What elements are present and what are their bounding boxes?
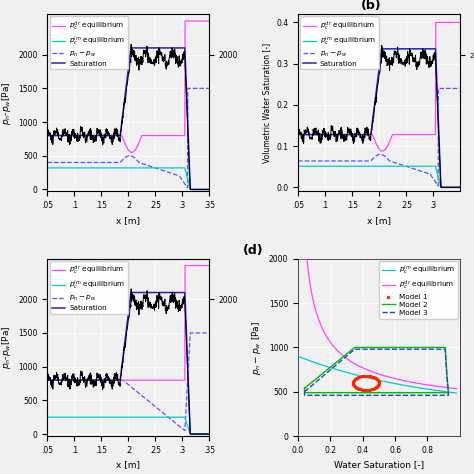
Y-axis label: $p_n$-$p_w$[Pa]: $p_n$-$p_w$[Pa] (0, 326, 13, 369)
X-axis label: x [m]: x [m] (116, 460, 140, 469)
Y-axis label: Volumetric Water Saturation [-]: Volumetric Water Saturation [-] (262, 43, 271, 163)
Y-axis label: $p_n$-$p_w$[Pa]: $p_n$-$p_w$[Pa] (0, 81, 13, 125)
Text: (b): (b) (361, 0, 381, 12)
X-axis label: x [m]: x [m] (116, 216, 140, 225)
Legend: $p_c^{dr}$ equilibrium, $p_c^{im}$ equilibrium, $p_n - p_w$, Saturation: $p_c^{dr}$ equilibrium, $p_c^{im}$ equil… (50, 261, 128, 314)
Y-axis label: $p_n - p_w$ [Pa]: $p_n - p_w$ [Pa] (250, 320, 264, 374)
Legend: $p_c^{dr}$ equilibrium, $p_c^{im}$ equilibrium, $p_n - p_w$, Saturation: $p_c^{dr}$ equilibrium, $p_c^{im}$ equil… (300, 17, 379, 69)
X-axis label: Water Saturation [-]: Water Saturation [-] (334, 460, 424, 469)
Text: (d): (d) (243, 244, 263, 256)
X-axis label: x [m]: x [m] (367, 216, 391, 225)
Legend: $p_c^{dr}$ equilibrium, $p_c^{im}$ equilibrium, $p_n - p_w$, Saturation: $p_c^{dr}$ equilibrium, $p_c^{im}$ equil… (50, 17, 128, 69)
Legend: $p_c^{im}$ equilibrium, $p_c^{dr}$ equilibrium, Model 1, Model 2, Model 3: $p_c^{im}$ equilibrium, $p_c^{dr}$ equil… (379, 261, 457, 319)
